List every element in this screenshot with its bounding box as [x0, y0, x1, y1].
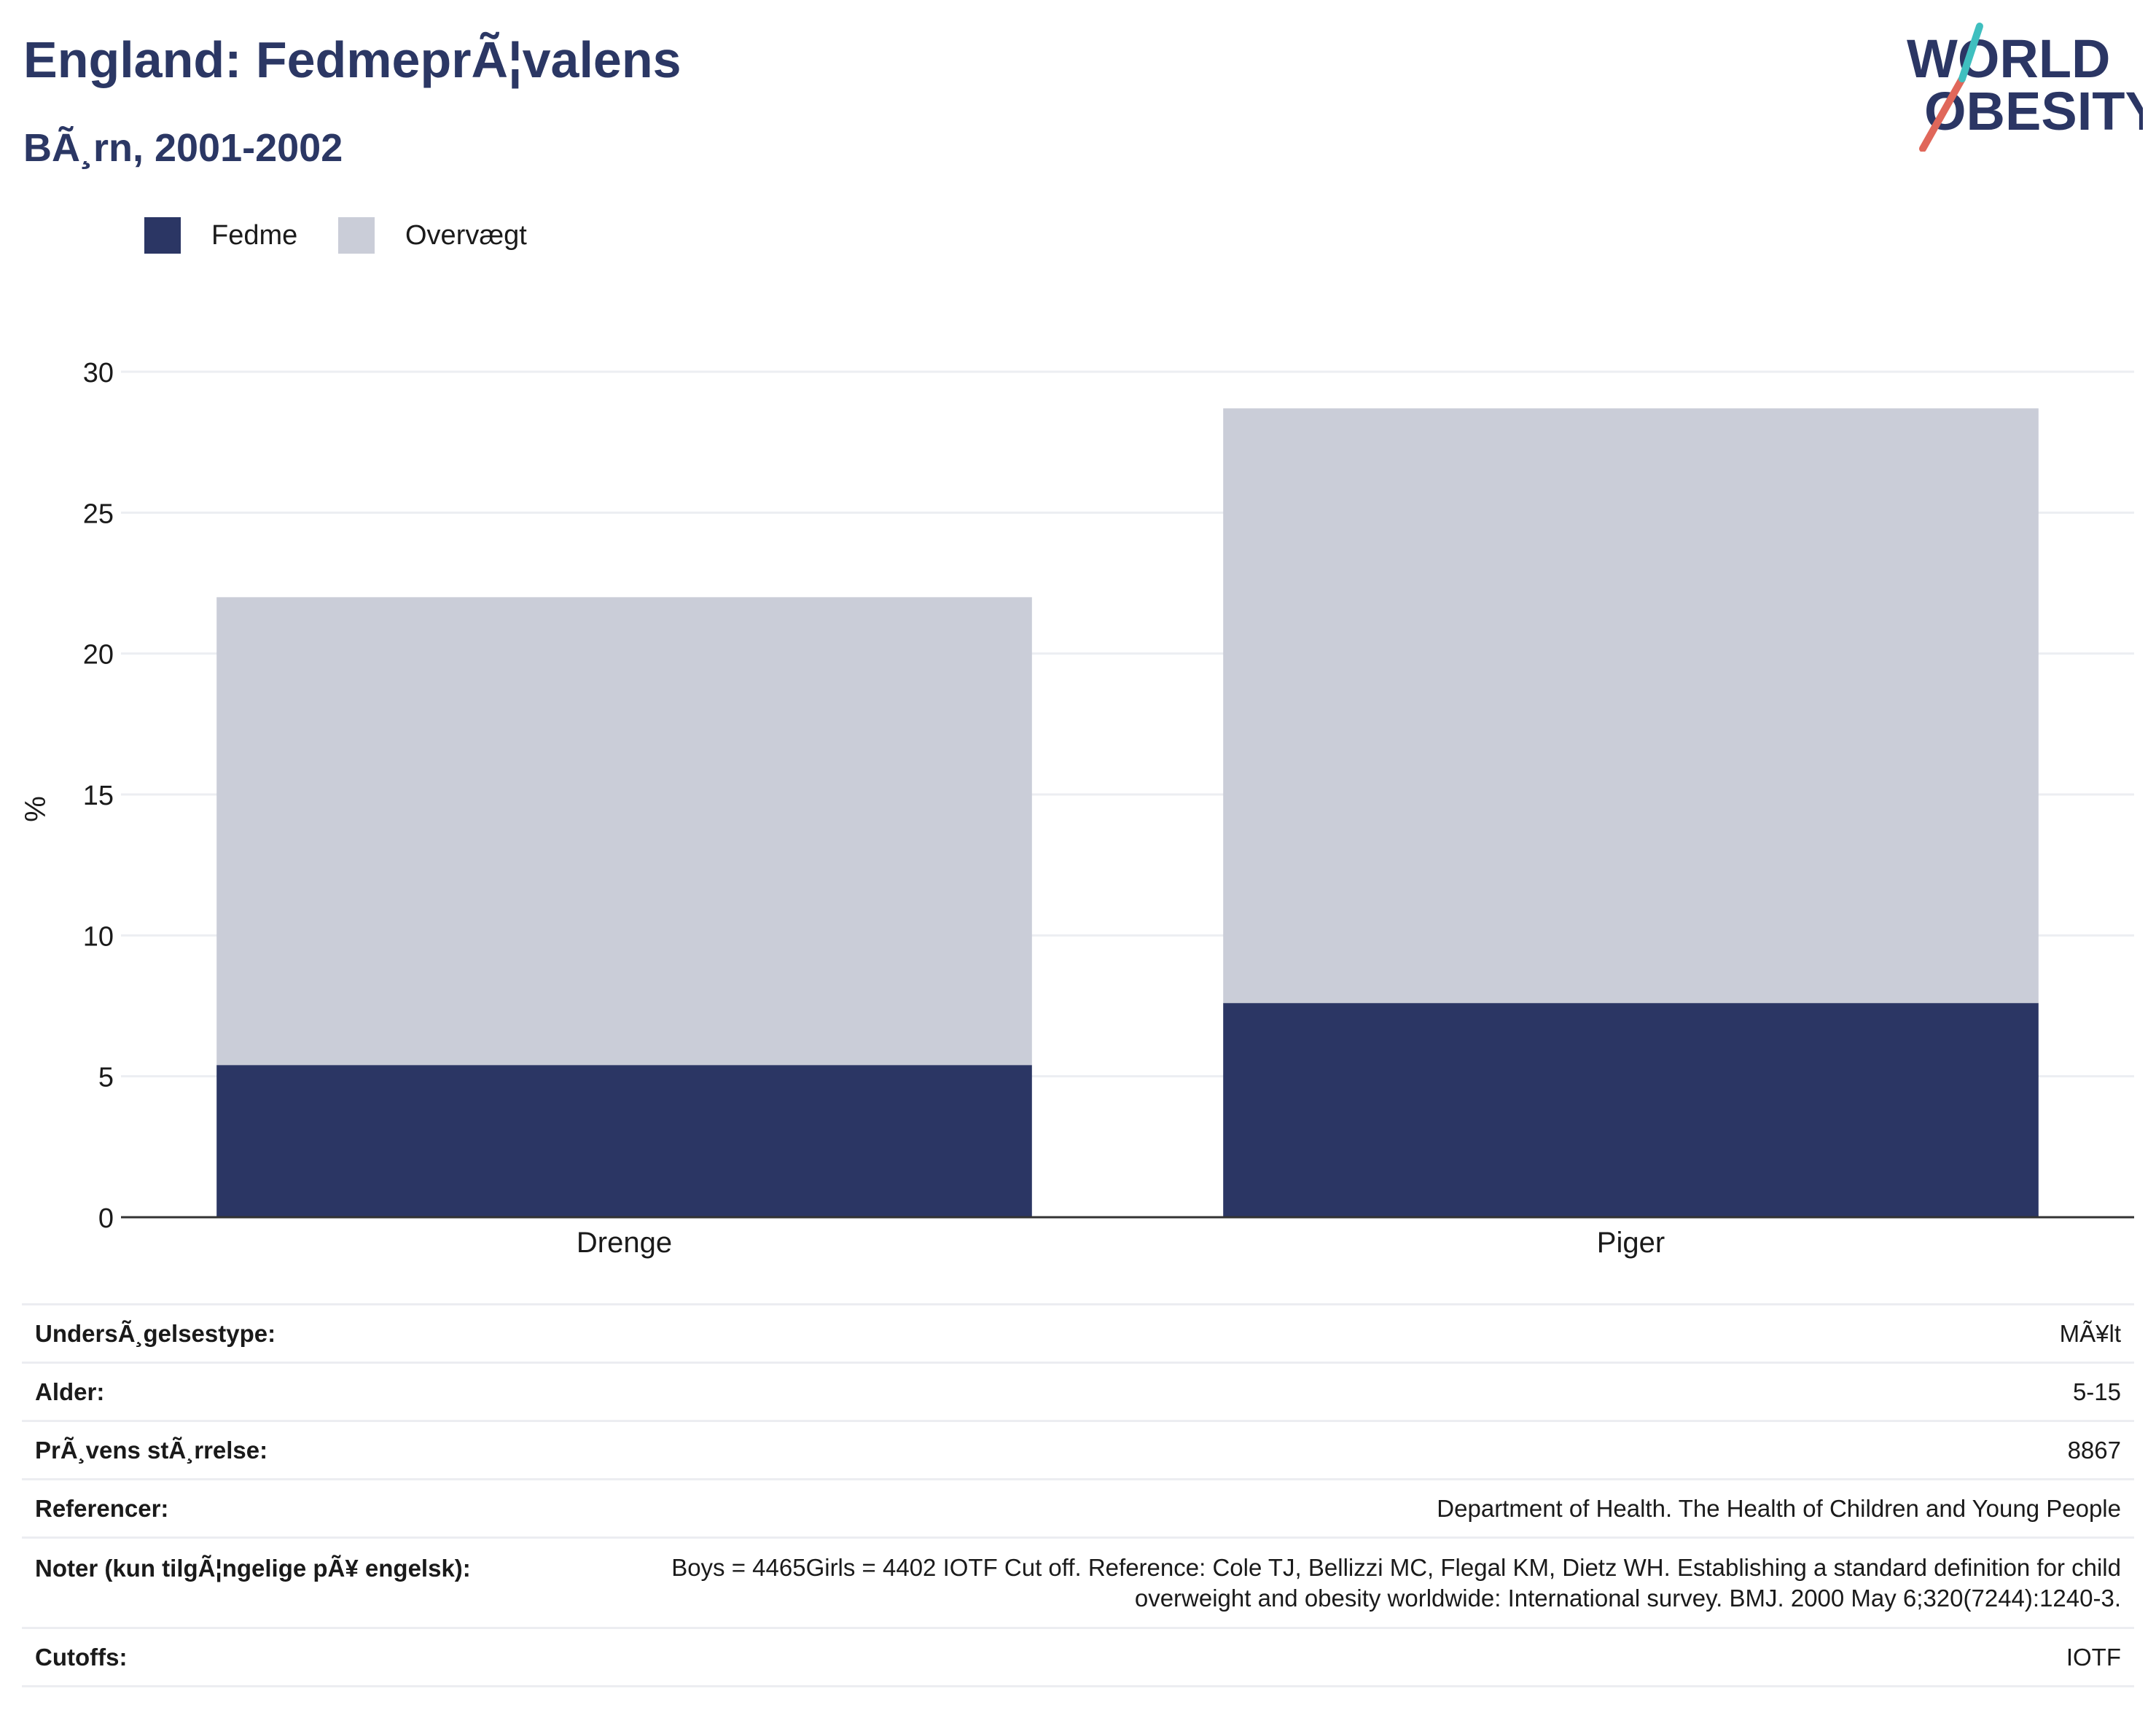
y-tick-label: 25	[83, 499, 114, 529]
logo-slash-teal	[1958, 23, 1983, 82]
details-value: Boys = 4465Girls = 4402 IOTF Cut off. Re…	[671, 1553, 2121, 1612]
world-obesity-logo: WORLD OBESITY	[1907, 23, 2143, 152]
details-key: PrÃ¸vens stÃ¸rrelse:	[35, 1436, 268, 1464]
y-axis-label: %	[20, 796, 52, 822]
bars	[216, 408, 2039, 1217]
logo-line-1: WORLD	[1907, 28, 2111, 89]
legend-label-overvaegt: Overvægt	[405, 220, 527, 251]
y-tick-label: 10	[83, 921, 114, 952]
details-value: IOTF	[2066, 1643, 2121, 1671]
details-row: Cutoffs: IOTF	[22, 1628, 2134, 1687]
chart-title: England: FedmeprÃ¦valens	[23, 31, 681, 88]
legend-swatch-fedme	[144, 217, 181, 254]
bar-drenge-overvgt	[216, 597, 1032, 1066]
details-value: MÃ¥lt	[2059, 1319, 2121, 1347]
details-row: Alder: 5-15	[22, 1362, 2134, 1421]
logo-line-2: OBESITY	[1924, 81, 2143, 141]
details-row: PrÃ¸vens stÃ¸rrelse: 8867	[22, 1421, 2134, 1480]
details-key: Alder:	[35, 1378, 105, 1405]
x-tick-label: Piger	[1597, 1227, 1665, 1259]
details-row: Referencer: Department of Health. The Hea…	[22, 1479, 2134, 1538]
details-key: Noter (kun tilgÃ¦ngelige pÃ¥ engelsk):	[35, 1555, 471, 1582]
details-value: 8867	[2067, 1436, 2121, 1464]
x-tick-label: Drenge	[577, 1227, 672, 1259]
y-tick-label: 20	[83, 640, 114, 671]
details-key: Cutoffs:	[35, 1643, 128, 1671]
details-value: 5-15	[2072, 1378, 2121, 1405]
chart-subtitle: BÃ¸rn, 2001-2002	[23, 126, 343, 170]
details-value: Department of Health. The Health of Chil…	[1437, 1494, 2121, 1522]
x-axis-ticks: Drenge Piger	[577, 1227, 1665, 1259]
y-tick-label: 5	[98, 1063, 114, 1093]
survey-details-table: UndersÃ¸gelsestype: MÃ¥lt Alder: 5-15 PrÃ¸ve…	[22, 1303, 2134, 1687]
y-axis-ticks: 0 5 10 15 20 25 30	[83, 358, 114, 1234]
details-row: UndersÃ¸gelsestype: MÃ¥lt	[22, 1304, 2134, 1363]
bar-piger-overvgt	[1223, 408, 2039, 1004]
y-tick-label: 15	[83, 781, 114, 811]
survey-details-body: UndersÃ¸gelsestype: MÃ¥lt Alder: 5-15 PrÃ¸ve…	[22, 1304, 2134, 1687]
y-tick-label: 30	[83, 358, 114, 388]
legend-label-fedme: Fedme	[211, 220, 298, 251]
details-row: Noter (kun tilgÃ¦ngelige pÃ¥ engelsk): Bo…	[22, 1537, 2134, 1628]
details-key: Referencer:	[35, 1494, 169, 1522]
logo-slash-red	[1919, 75, 1966, 152]
bar-piger-fedme	[1223, 1003, 2039, 1217]
bar-chart: 0 5 10 15 20 25 30 Drenge Piger %	[20, 358, 2134, 1259]
bar-drenge-fedme	[216, 1065, 1032, 1217]
y-tick-label: 0	[98, 1203, 114, 1234]
legend-swatch-overvaegt	[338, 217, 375, 254]
details-key: UndersÃ¸gelsestype:	[35, 1319, 276, 1347]
